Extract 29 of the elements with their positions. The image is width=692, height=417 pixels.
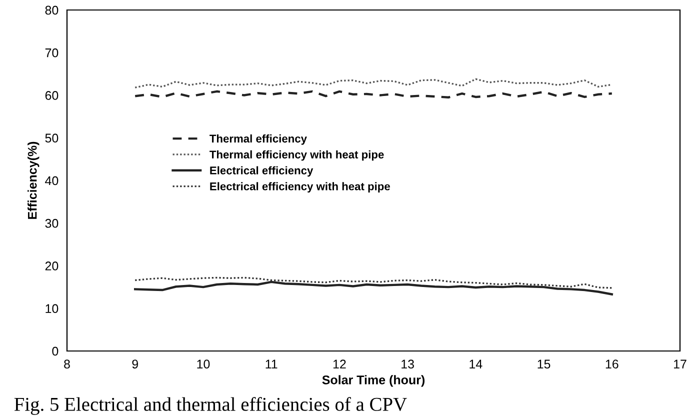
- y-tick-label: 70: [45, 48, 58, 58]
- line-series: [134, 78, 613, 88]
- y-tick-label: 40: [45, 176, 58, 186]
- legend-label: Electrical efficiency: [210, 166, 314, 177]
- y-tick-label: 50: [45, 134, 58, 143]
- x-tick-label: 17: [674, 360, 686, 368]
- caption: Fig. 5 Electrical and thermal efficiencies of a CPV: [14, 397, 407, 415]
- line-series: [134, 280, 613, 296]
- y-tick-label: 20: [45, 262, 58, 270]
- line-series: [134, 276, 613, 289]
- y-tick-label: 30: [45, 218, 58, 228]
- legend-label: Thermal efficiency: [210, 134, 307, 145]
- x-tick-label: 14: [470, 360, 482, 368]
- x-axis-title: Solar Time (hour): [322, 375, 425, 387]
- y-tick-label: 80: [45, 6, 58, 15]
- y-tick-label: 0: [52, 346, 58, 356]
- x-tick-label: 8: [64, 360, 70, 369]
- y-tick-label: 60: [45, 91, 58, 100]
- y-axis-title: Efficiency(%): [28, 142, 40, 219]
- x-tick-label: 10: [197, 360, 210, 369]
- x-tick-label: 11: [266, 360, 278, 368]
- x-tick-label: 13: [402, 360, 414, 369]
- legend-label: Thermal efficiency with heat pipe: [210, 150, 384, 161]
- x-tick-label: 9: [132, 360, 138, 369]
- y-tick-label: 10: [46, 304, 58, 314]
- x-tick-label: 15: [538, 360, 550, 369]
- x-tick-label: 16: [606, 360, 618, 369]
- legend-label: Electrical efficiency with heat pipe: [210, 182, 390, 192]
- x-tick-label: 12: [333, 360, 346, 368]
